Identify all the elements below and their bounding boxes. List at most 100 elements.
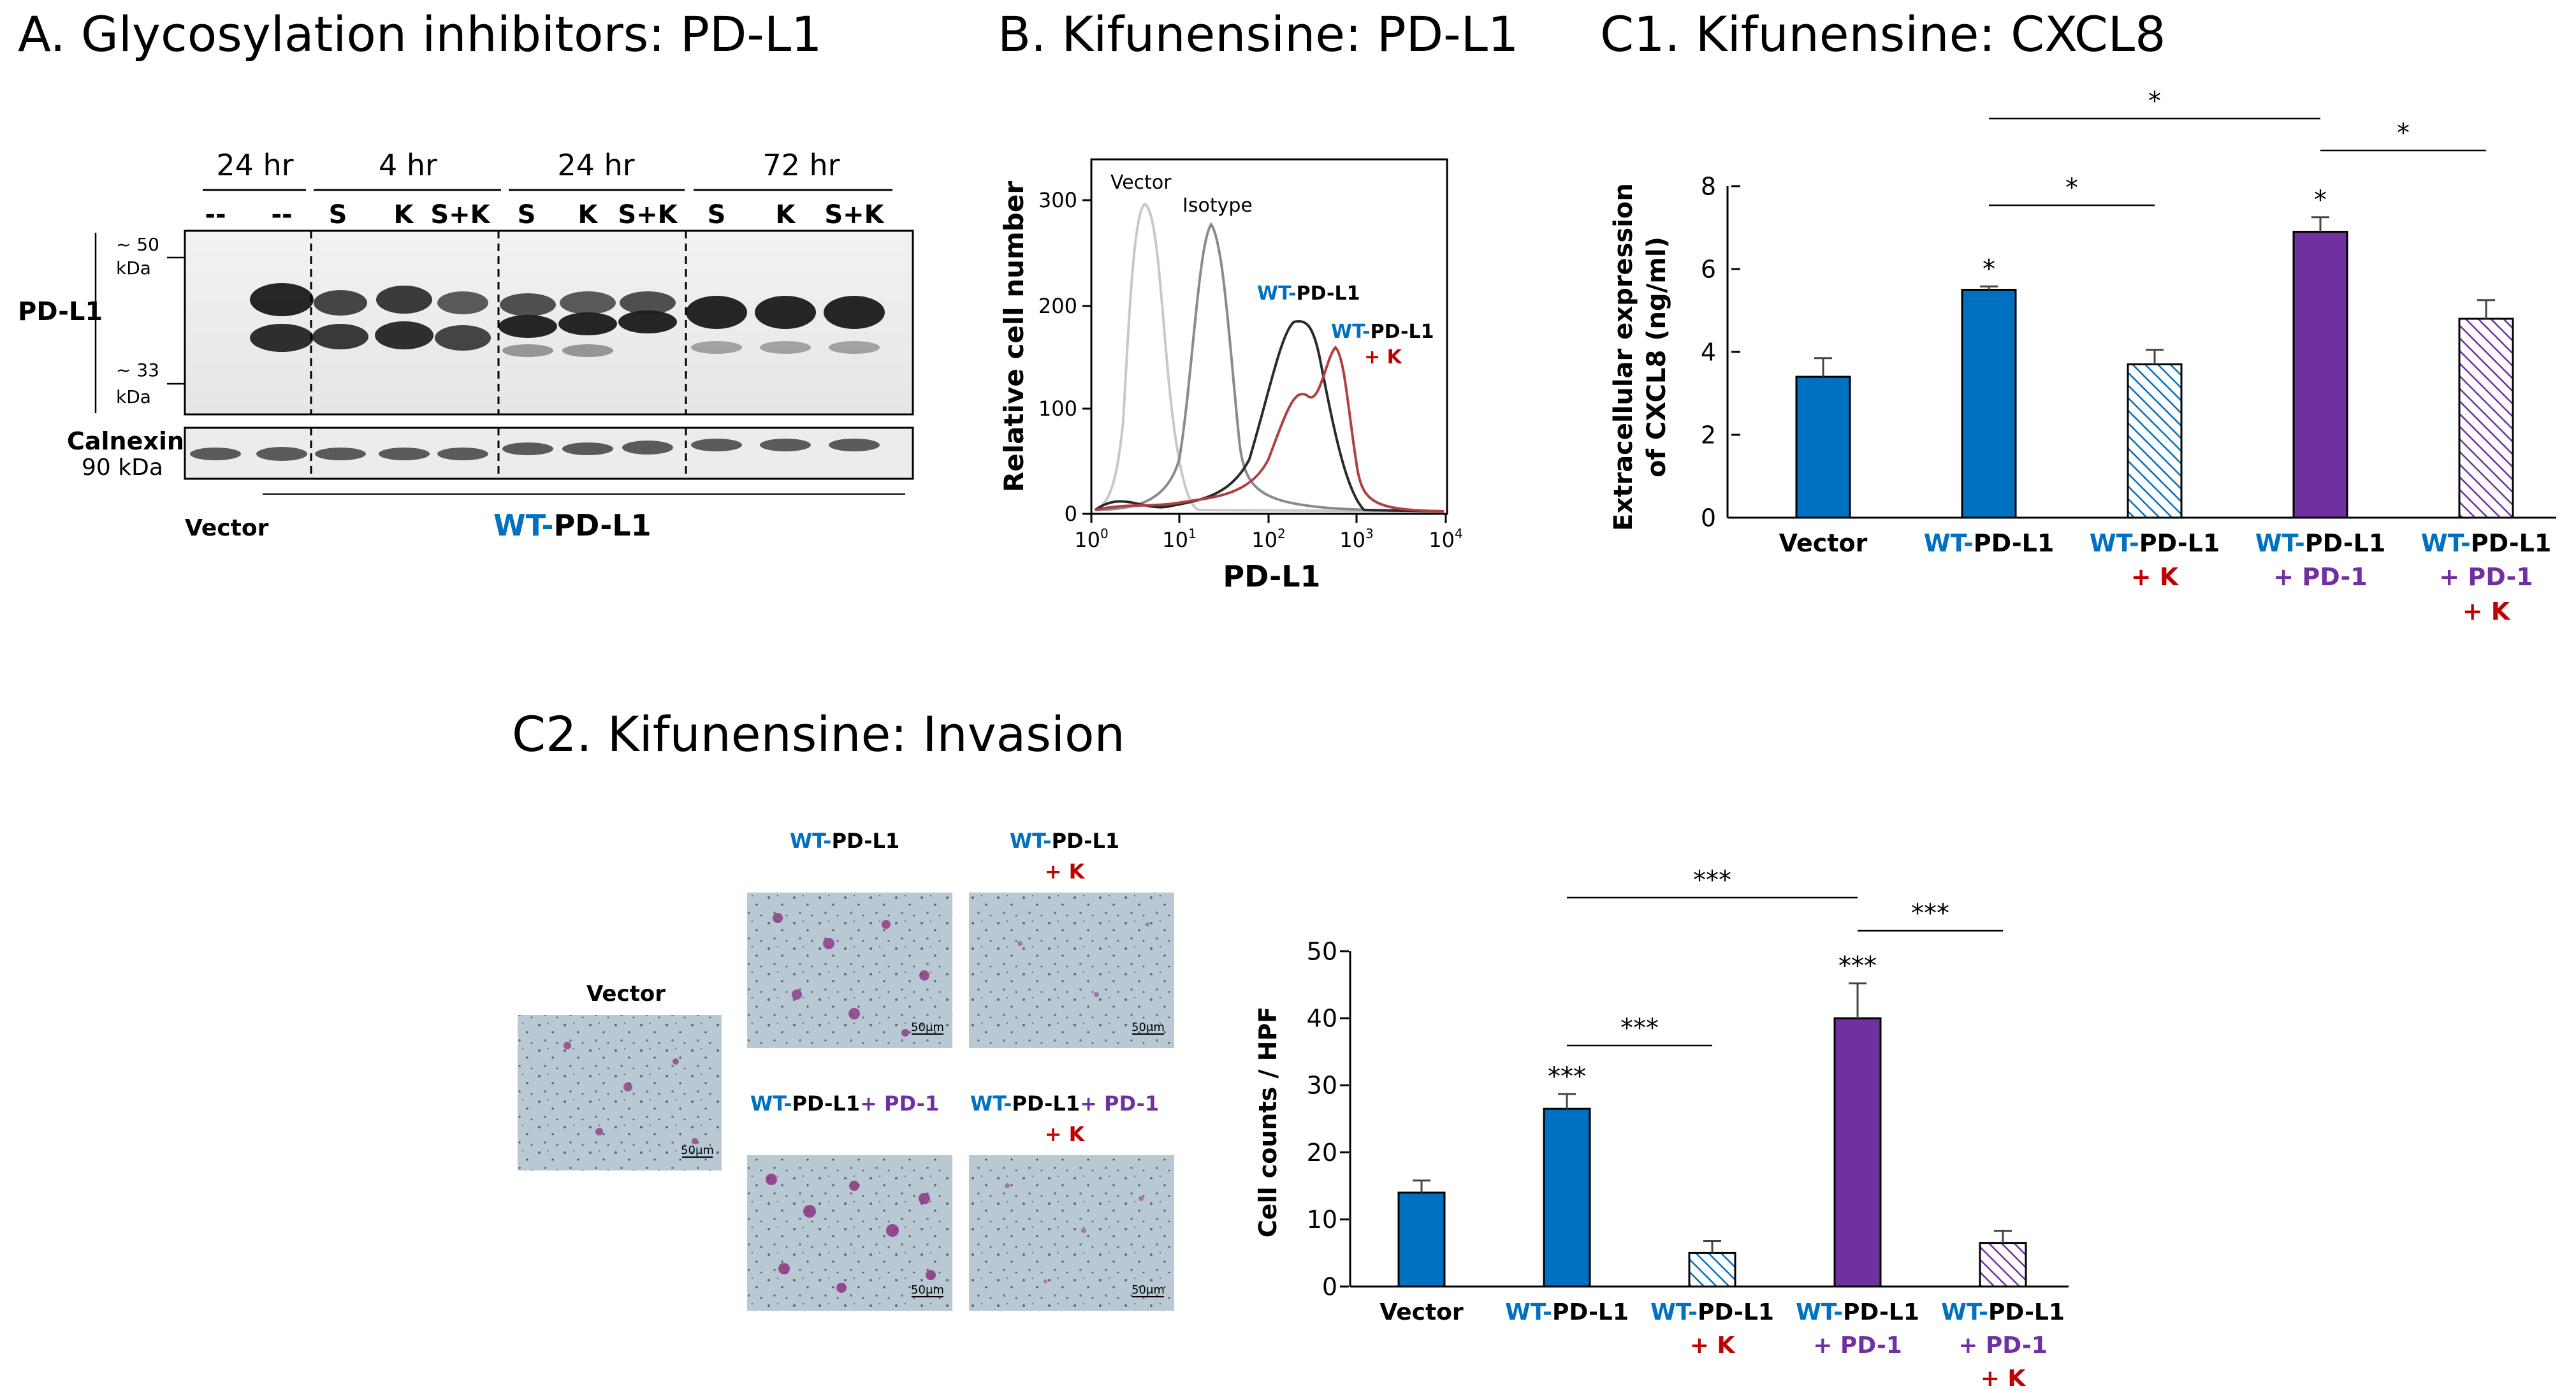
lane-label: K (776, 200, 797, 230)
lane-label: K (394, 200, 415, 230)
c1-ylabel-line1: Extracellular expression (1609, 183, 1638, 531)
micrograph-wt-pd1-k: 50μm (969, 1155, 1174, 1311)
mw-markers: ~ 50 kDa ~ 33 kDa (116, 234, 159, 407)
ytick-label: 2 (1701, 421, 1716, 449)
panel-c2: C2. Kifunensine: Invasion Vector 50μm WT… (512, 706, 2069, 1392)
flow-ytick: 300 (1038, 188, 1077, 212)
scale-bar-label: 50μm (1132, 1021, 1165, 1034)
isotype-histogram (1095, 222, 1444, 513)
ytick-label: 6 (1701, 255, 1716, 283)
ytick-label: 30 (1307, 1072, 1337, 1100)
c1-cat-wt-k: WT-PD-L1 (2090, 529, 2220, 557)
bar (2458, 317, 2514, 519)
c1-cat-wt-pd1-k-sub2: + K (2463, 597, 2511, 625)
lane-label: -- (271, 200, 292, 230)
significance-star: *** (1548, 1062, 1586, 1091)
c1-cat-wt-pd1: WT-PD-L1 (2255, 529, 2386, 557)
vector-histogram (1095, 202, 1444, 513)
time-label: 24 hr (216, 148, 293, 182)
flow-xticks: 100 101 102 103 104 (1074, 526, 1462, 552)
bracket-label: *** (1911, 899, 1949, 928)
significance-star: * (1983, 254, 1995, 284)
mw-bottom-value: ~ 33 (116, 360, 159, 381)
vector-label: Vector (185, 515, 269, 541)
calnexin-label: Calnexin (67, 427, 184, 455)
lane-label: S+K (824, 200, 885, 230)
panel-a: A. Glycosylation inhibitors: PD-L1 24 hr… (18, 6, 914, 543)
img-label-wt: WT-PD-L1 (790, 829, 899, 853)
time-label: 72 hr (762, 148, 840, 182)
bar (1397, 1192, 1446, 1288)
lane-label: S+K (430, 200, 491, 230)
bracket-label: *** (1693, 866, 1731, 895)
flow-yticks: 0 100 200 300 (1038, 188, 1077, 526)
pdl1-blot (184, 230, 914, 416)
flow-xlabel: PD-L1 (1223, 559, 1320, 594)
flow-ytick: 200 (1038, 294, 1077, 318)
bar (2292, 231, 2348, 519)
c2-cat-wt-pd1-k: WT-PD-L1 (1941, 1299, 2065, 1325)
c1-category-labels: Vector WT-PD-L1 WT-PD-L1 + K WT-PD-L1 + … (1779, 529, 2552, 625)
vector-curve-label: Vector (1110, 171, 1172, 194)
wt-k-curve-plus-k: + K (1364, 346, 1403, 368)
blot-bands (250, 283, 885, 357)
c1-cat-vector: Vector (1779, 529, 1868, 557)
bracket-label: *** (1620, 1014, 1659, 1043)
isotype-curve-label: Isotype (1182, 194, 1253, 217)
panel-b: B. Kifunensine: PD-L1 Relative cell numb… (998, 6, 1518, 594)
bar (1688, 1251, 1736, 1288)
c2-cat-wt: WT-PD-L1 (1505, 1299, 1629, 1325)
mw-top-unit: kDa (116, 258, 151, 279)
c1-ylabel-line2: of CXCL8 (ng/ml) (1642, 237, 1671, 478)
calnexin-blot (184, 427, 914, 480)
c1-cat-wt-pd1-k-sub: + PD-1 (2439, 563, 2533, 591)
ytick-label: 0 (1322, 1272, 1337, 1301)
img-label-vector: Vector (586, 981, 666, 1007)
lane-label: S (518, 200, 536, 230)
bar (1795, 376, 1851, 519)
wt-pdl1-label: WT-PD-L1 (493, 508, 651, 543)
time-labels: 24 hr 4 hr 24 hr 72 hr (216, 148, 840, 182)
wt-k-curve-label: WT-PD-L1 (1331, 321, 1434, 343)
micrograph-wt-k: 50μm (969, 893, 1174, 1048)
wt-curve-label: WT-PD-L1 (1257, 282, 1360, 305)
img-label-wt-pd1: WT-PD-L1+ PD-1 (750, 1091, 939, 1116)
ytick-label: 50 (1307, 937, 1337, 965)
lane-label: S+K (618, 200, 678, 230)
c2-cat-wt-k-sub: + K (1690, 1332, 1736, 1359)
bar (1543, 1107, 1591, 1288)
img-label-wt-k-sub: + K (1045, 859, 1086, 884)
significance-star: *** (1838, 951, 1877, 981)
bar (1961, 289, 2017, 519)
micrograph-wt: 50μm (747, 893, 952, 1048)
bar (1979, 1242, 2027, 1288)
micrograph-wt-pd1: 50μm (747, 1155, 952, 1311)
panel-a-title: A. Glycosylation inhibitors: PD-L1 (18, 6, 822, 62)
significance-star: * (2314, 186, 2327, 215)
lane-labels: -- -- S K S+K S K S+K S K S+K (205, 200, 885, 230)
panel-c1: C1. Kifunensine: CXCL8 Extracellular exp… (1600, 6, 2556, 625)
c2-cat-wt-pd1-k-sub2: + K (1981, 1366, 2027, 1392)
bracket-label: * (2065, 173, 2078, 203)
ytick-label: 8 (1701, 172, 1716, 200)
flow-ytick: 0 (1065, 502, 1077, 526)
scale-bar-label: 50μm (911, 1283, 944, 1297)
img-label-wt-pd1-k-sub: + K (1045, 1122, 1086, 1146)
flow-xtick: 104 (1429, 526, 1462, 552)
img-label-wt-k: WT-PD-L1 (1010, 829, 1119, 853)
calnexin-kda: 90 kDa (82, 455, 163, 481)
wt-pdl1-histogram (1094, 320, 1444, 513)
c1-cat-wt-k-sub: + K (2131, 563, 2179, 591)
scale-bar-label: 50μm (1132, 1283, 1165, 1297)
lane-label: S (708, 200, 726, 230)
flow-ytick: 100 (1038, 397, 1077, 421)
ytick-label: 4 (1701, 338, 1716, 366)
panel-c2-title: C2. Kifunensine: Invasion (512, 706, 1125, 762)
flow-ylabel: Relative cell number (998, 181, 1030, 492)
img-label-wt-pd1-k: WT-PD-L1+ PD-1 (970, 1091, 1159, 1116)
ytick-label: 40 (1307, 1005, 1337, 1033)
c2-ylabel: Cell counts / HPF (1254, 1007, 1282, 1237)
bar (1833, 1017, 1882, 1288)
scale-bar-label: 50μm (681, 1144, 714, 1157)
lane-label: -- (205, 200, 226, 230)
